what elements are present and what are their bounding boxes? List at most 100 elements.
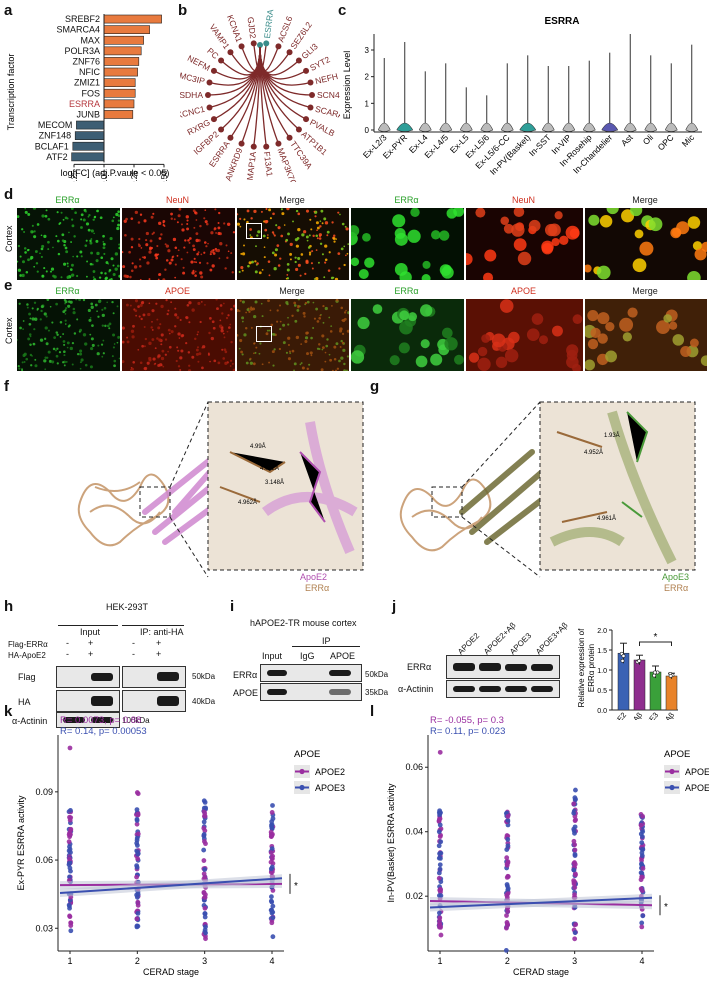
panel-f-legend-apoe: ApoE2 [300, 572, 328, 582]
scatter-point [134, 874, 139, 880]
scatter-point [505, 887, 511, 893]
panel-j-significance: * [654, 632, 658, 643]
scatter-point [436, 843, 442, 849]
panel-b-gene-label: KCNC1 [180, 104, 206, 121]
scatter-xtick: 1 [67, 956, 72, 966]
scatter-point [504, 925, 509, 931]
scatter-point [504, 847, 510, 853]
panel-c-celltype-label: OPC [656, 132, 676, 152]
panel-i-ip-label: IP [322, 636, 331, 646]
scatter-point [135, 831, 141, 837]
panel-g-legend-apoe: ApoE3 [662, 572, 690, 582]
scatter-ytick: 0.03 [35, 923, 53, 933]
panel-h-group-input: Input [80, 627, 101, 637]
scatter-point [640, 813, 646, 819]
panel-h-sign: - [66, 649, 69, 659]
scatter-point [503, 948, 509, 953]
panel-b-gene-label: SYT2 [308, 54, 332, 73]
scatter-xtick: 1 [437, 956, 442, 966]
scatter-point [572, 824, 578, 830]
panel-c-title: ESRRA [544, 16, 579, 27]
panel-h-group-ip: IP: anti-HA [140, 627, 184, 637]
panel-i-lane: Input [262, 651, 283, 661]
panel-a-bar [103, 25, 150, 35]
micrograph [121, 298, 236, 372]
panel-f-distance: 4.962Å [238, 499, 257, 506]
panel-b-gene-label: F13A1 [262, 151, 275, 177]
micrograph-label: APOE [164, 286, 190, 296]
scatter-point [134, 807, 140, 813]
panel-j-barchart: Relative expression of ERRα protein 0.0 0… [577, 628, 678, 720]
scatter-point [505, 843, 511, 849]
scatter-ytick: 0.06 [405, 762, 423, 772]
panel-h-blot-actinin: α-Actinin [12, 716, 48, 726]
panel-letter-b: b [178, 2, 188, 19]
scatter-point [270, 803, 275, 808]
panel-j-blot: ERRα [407, 662, 432, 672]
scatter-point [135, 856, 141, 862]
scatter-point [639, 853, 645, 859]
panel-h-sign: + [156, 638, 162, 648]
panel-l-scatter: 0.02 0.04 0.06 1 2 3 4 CERAD stage In-PV(Basket)… [386, 715, 709, 977]
panel-b-node [275, 140, 282, 147]
scatter-xtick: 2 [135, 956, 140, 966]
scatter-point [437, 834, 443, 839]
panel-b-node [238, 140, 245, 147]
scatter-point [68, 808, 73, 813]
panel-a-factor-label: MECOM [38, 120, 73, 130]
panel-letter-i: i [230, 598, 235, 615]
scatter-xlabel: CERAD stage [513, 967, 569, 977]
scatter-point [505, 837, 511, 842]
panel-a-factor-label: ZMIZ1 [74, 78, 100, 88]
micrograph-label: ERRα [394, 286, 419, 296]
panel-j-ytick: 0.0 [597, 708, 607, 715]
panel-f-distance: 4.99Å [250, 443, 266, 450]
panel-c-violin-body [601, 122, 619, 132]
panel-b-node [303, 116, 310, 123]
panel-b-node [250, 40, 257, 47]
panel-c-violin-body [459, 122, 473, 132]
panel-i-lane: IgG [300, 651, 315, 661]
scatter-point [571, 801, 577, 807]
scatter-point [571, 867, 577, 873]
panel-b-node [307, 104, 314, 111]
panel-c-violin-body [500, 122, 514, 132]
micrograph [584, 207, 708, 281]
panel-letter-c: c [338, 2, 347, 19]
panel-a-tick: -0.25 [70, 170, 79, 182]
micrograph [16, 298, 121, 372]
panel-j-lane-label: APOE2 [456, 631, 482, 657]
micrograph-label: Merge [279, 286, 305, 296]
panel-b-gene-label: MAP1A [245, 151, 258, 181]
scatter-point [201, 825, 207, 831]
scatter-point [134, 864, 140, 870]
panel-b-node [263, 40, 270, 47]
scatter-point [270, 861, 276, 866]
scatter-ytick: 0.06 [35, 855, 53, 865]
scatter-point [438, 810, 443, 816]
panel-c-violin-body [418, 122, 432, 132]
scatter-point [203, 805, 209, 811]
micrograph [16, 207, 121, 281]
scatter-point [436, 893, 442, 898]
panel-letter-h: h [4, 598, 14, 615]
panel-b-node [295, 57, 302, 64]
panel-b-node [307, 79, 314, 86]
scatter-point [505, 891, 511, 897]
micrograph-label: NeuN [511, 195, 535, 205]
scatter-point [268, 850, 274, 856]
scatter-point [639, 870, 645, 876]
panel-a-factor-label: POLR3A [64, 46, 100, 56]
panel-a-factor-label: BCLAF1 [35, 141, 69, 151]
scatter-point [504, 894, 510, 900]
scatter-point [571, 881, 577, 887]
scatter-point [639, 846, 645, 852]
panel-h-size: 40kDa [192, 697, 216, 706]
scatter-point [437, 866, 443, 872]
scatter-point [437, 924, 442, 930]
panel-i-blot: APOE [233, 688, 259, 698]
panel-a-bar [103, 99, 135, 109]
panel-a-factor-label: ZNF76 [72, 57, 100, 67]
micrograph [350, 298, 465, 372]
scatter-point [68, 928, 74, 934]
